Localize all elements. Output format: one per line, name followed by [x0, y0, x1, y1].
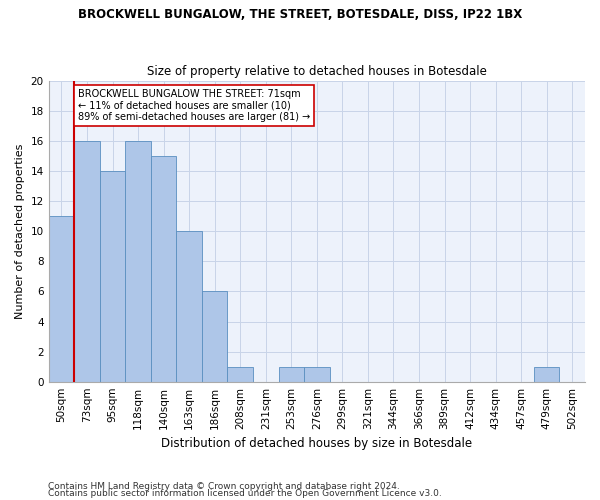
Text: Contains HM Land Registry data © Crown copyright and database right 2024.: Contains HM Land Registry data © Crown c…: [48, 482, 400, 491]
Text: BROCKWELL BUNGALOW, THE STREET, BOTESDALE, DISS, IP22 1BX: BROCKWELL BUNGALOW, THE STREET, BOTESDAL…: [78, 8, 522, 20]
Bar: [49, 216, 74, 382]
Text: Contains public sector information licensed under the Open Government Licence v3: Contains public sector information licen…: [48, 489, 442, 498]
Text: BROCKWELL BUNGALOW THE STREET: 71sqm
← 11% of detached houses are smaller (10)
8: BROCKWELL BUNGALOW THE STREET: 71sqm ← 1…: [78, 88, 310, 122]
Y-axis label: Number of detached properties: Number of detached properties: [15, 144, 25, 319]
Bar: [151, 156, 176, 382]
Bar: [304, 366, 329, 382]
Bar: [74, 141, 100, 382]
Bar: [100, 171, 125, 382]
Bar: [202, 292, 227, 382]
Bar: [534, 366, 559, 382]
Title: Size of property relative to detached houses in Botesdale: Size of property relative to detached ho…: [147, 66, 487, 78]
Bar: [176, 232, 202, 382]
X-axis label: Distribution of detached houses by size in Botesdale: Distribution of detached houses by size …: [161, 437, 472, 450]
Bar: [125, 141, 151, 382]
Bar: [278, 366, 304, 382]
Bar: [227, 366, 253, 382]
